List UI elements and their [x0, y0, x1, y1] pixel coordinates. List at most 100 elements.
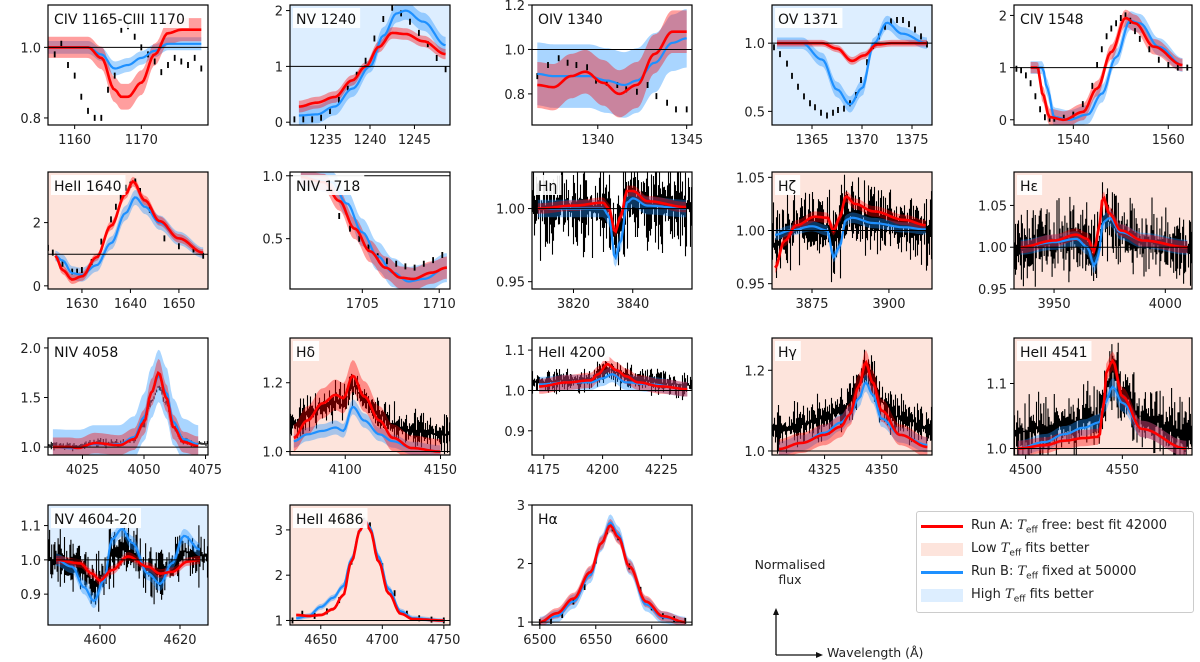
y-tick-label: 1.0	[262, 170, 283, 185]
panel-plot-area	[772, 15, 932, 119]
panel-8: 3820 3840 0.95 1.00 Hη	[496, 171, 693, 312]
x-tick-label: 4175	[527, 463, 560, 478]
panel-title-box	[1017, 175, 1043, 195]
panel-title: NV 4604-20	[54, 512, 137, 528]
panel-title-box	[1017, 8, 1088, 28]
panel-plot-area	[532, 172, 692, 267]
observed-data-points	[1015, 12, 1189, 122]
y-tick-label: 1.0	[986, 443, 1007, 458]
panel-title-box	[51, 175, 126, 195]
run-a-line	[54, 179, 204, 281]
panel-frame	[771, 337, 933, 456]
panel-title: Hζ	[778, 179, 796, 195]
y-tick-label: 1.0	[20, 554, 41, 569]
panel-frame	[531, 4, 693, 126]
x-tick-label: 1710	[423, 297, 456, 312]
legend-item-high-teff: High Teff fits better	[917, 585, 1193, 607]
run-b-band	[539, 366, 688, 397]
y-tick-label: 2	[275, 569, 283, 584]
run-b-band	[537, 9, 687, 118]
panel-title-box	[1017, 341, 1092, 361]
y-tick-label: 1.0	[262, 446, 283, 461]
x-tick-label: 4100	[329, 463, 362, 478]
y-tick-label: 1	[999, 62, 1007, 77]
panel-frame	[47, 4, 209, 126]
run-a-line	[1030, 16, 1183, 122]
panel-title: NV 1240	[296, 12, 356, 28]
x-tick-label: 3820	[557, 297, 590, 312]
panel-plot-area	[48, 349, 208, 455]
y-tick-label: 1	[275, 614, 283, 629]
legend-item-run-a: Run A: Teff free: best fit 42000	[917, 516, 1193, 538]
y-tick-label: 0.95	[496, 276, 525, 291]
panel-title: OIV 1340	[538, 12, 603, 28]
legend-item-low-teff: Low Teff fits better	[917, 539, 1193, 561]
y-tick-label: 1.1	[504, 344, 525, 359]
run-b-line	[774, 216, 926, 260]
run-b-band	[52, 349, 199, 455]
axis-key-xlabel: Wavelength (Å)	[827, 645, 924, 660]
y-tick-label: 1.05	[736, 171, 765, 186]
legend-text: free: best fit 42000	[1037, 518, 1167, 533]
run-a-line	[774, 195, 926, 269]
run-a-line	[539, 523, 686, 624]
panel-frame	[771, 4, 933, 126]
run-a-band	[537, 185, 687, 237]
legend-swatch-high-teff	[921, 589, 963, 602]
x-tick-label: 4700	[366, 633, 399, 648]
y-tick-label: 1.1	[20, 520, 41, 535]
observed-data-points	[53, 23, 203, 121]
legend-sub: eff	[1026, 571, 1038, 582]
x-tick-label: 3900	[872, 297, 905, 312]
legend-swatch-run-b	[921, 571, 963, 574]
y-tick-label: 0	[275, 116, 283, 131]
panel-title-box	[293, 341, 320, 361]
panel-5: 1540 1560 0 1 2 CIV 1548	[999, 4, 1193, 148]
x-tick-label: 1340	[581, 133, 614, 148]
run-a-line	[537, 189, 687, 234]
legend-sub: eff	[1013, 594, 1026, 605]
run-a-band	[775, 191, 926, 274]
legend-text: High	[971, 587, 1006, 602]
run-a-line	[56, 555, 201, 582]
legend-text: fixed at 50000	[1037, 564, 1137, 579]
run-a-band	[537, 10, 687, 118]
y-tick-label: 3	[275, 524, 283, 539]
x-tick-label: 1235	[309, 133, 342, 148]
y-tick-label: 1.00	[496, 203, 525, 218]
x-tick-label: 4620	[163, 633, 196, 648]
legend-text: Run B:	[971, 564, 1018, 579]
y-tick-label: 1.05	[978, 199, 1007, 214]
panel-title: HeII 4200	[538, 345, 605, 361]
x-tick-label: 1560	[1152, 133, 1185, 148]
x-tick-label: 4200	[586, 463, 619, 478]
legend-sym: T	[1005, 587, 1014, 602]
legend-sym: T	[1017, 564, 1027, 579]
run-a-line	[293, 374, 441, 453]
panel-title-box	[51, 508, 141, 528]
x-tick-label: 1245	[398, 133, 431, 148]
panel-plot-area	[48, 522, 208, 612]
y-tick-label: 0.8	[504, 88, 525, 103]
axis-key-ylabel-line1: Normalised	[754, 557, 826, 572]
observed-data-points	[293, 5, 447, 123]
panel-title-box	[293, 175, 365, 195]
panel-plot-area	[1014, 9, 1192, 125]
y-tick-label: 3	[517, 499, 525, 514]
panel-frame	[289, 337, 451, 456]
run-b-line	[55, 527, 201, 603]
x-tick-label: 1170	[125, 133, 158, 148]
run-a-line	[52, 370, 199, 450]
panel-plot-area	[532, 9, 692, 118]
y-tick-label: 0.9	[20, 588, 41, 603]
run-a-band	[293, 360, 441, 455]
panel-title: Hε	[1020, 179, 1038, 195]
x-tick-label: 1705	[346, 297, 379, 312]
x-tick-label: 1365	[795, 133, 828, 148]
y-tick-label: 1.1	[986, 378, 1007, 393]
x-tick-label: 4075	[189, 463, 222, 478]
x-tick-label: 1160	[58, 133, 91, 148]
x-tick-label: 4000	[1149, 297, 1182, 312]
x-tick-label: 1640	[114, 297, 147, 312]
